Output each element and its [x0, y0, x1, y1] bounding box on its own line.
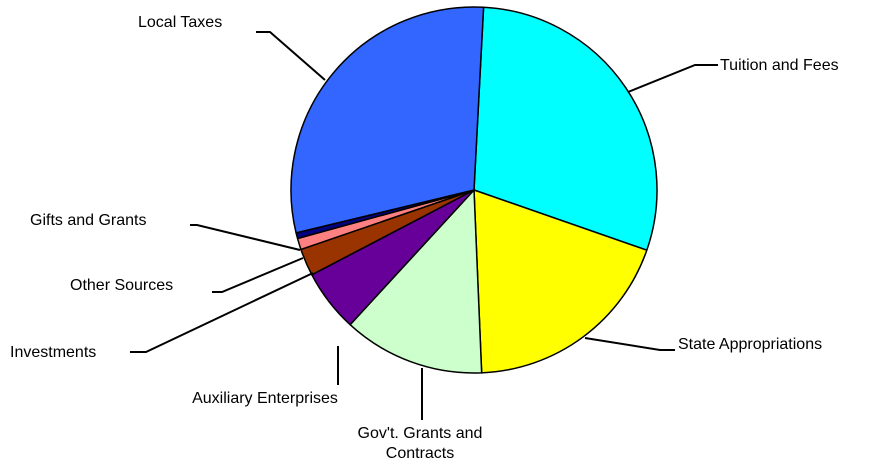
pie-slices	[290, 6, 658, 374]
slice-labels: Tuition and Fees State Appropriations Gov'…	[10, 14, 839, 462]
leader-line-investments	[130, 272, 314, 353]
slice-label-auxiliary-enterprises: Auxiliary Enterprises	[192, 390, 338, 407]
leader-lines	[130, 31, 718, 420]
slice-label-local-taxes: Local Taxes	[138, 14, 222, 31]
pie-slice-state-appropriations	[473, 189, 648, 374]
pie-slice-local-taxes	[290, 6, 485, 234]
pie-slice-tuition-and-fees	[473, 6, 658, 251]
leader-line-other-sources	[212, 257, 304, 293]
slice-label-gifts-and-grants: Gifts and Grants	[30, 212, 147, 229]
slice-label-investments: Investments	[10, 344, 96, 361]
leader-line-local-taxes	[256, 31, 326, 81]
leader-line-tuition-and-fees	[627, 64, 718, 93]
slice-label-gov-t-grants-and-contracts: Gov't. Grants and Contracts	[358, 425, 483, 462]
leader-line-gifts-and-grants	[190, 224, 301, 251]
leader-line-state-appropriations	[584, 337, 675, 351]
pie-slice-gov-t-grants-and-contracts	[349, 189, 483, 374]
slice-label-other-sources: Other Sources	[70, 277, 173, 294]
slice-label-state-appropriations: State Appropriations	[678, 336, 822, 353]
slice-label-tuition-and-fees: Tuition and Fees	[720, 57, 839, 74]
